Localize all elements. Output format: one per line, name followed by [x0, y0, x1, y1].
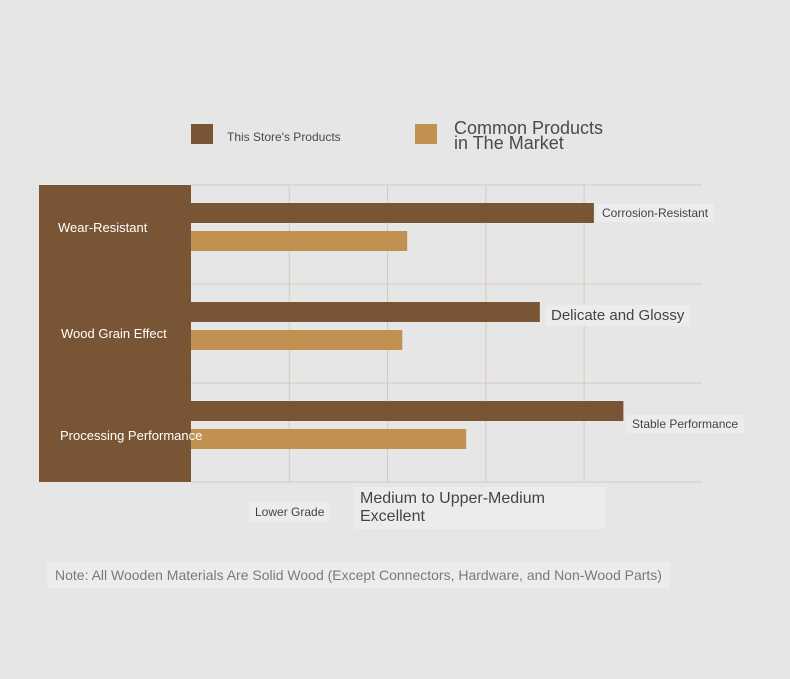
bar-store — [191, 203, 594, 223]
bar-store — [191, 401, 624, 421]
category-label-wood-grain-effect: Wood Grain Effect — [61, 326, 167, 341]
x-axis-label-medium-excellent: Medium to Upper-Medium Excellent — [354, 487, 605, 529]
value-label-processing-performance: Stable Performance — [626, 415, 745, 433]
category-label-processing-performance: Processing Performance — [60, 428, 203, 443]
legend-label-common: Common Products in The Market — [454, 118, 604, 153]
footnote: Note: All Wooden Materials Are Solid Woo… — [47, 562, 670, 588]
category-label-wear-resistant: Wear-Resistant — [58, 220, 148, 235]
legend-swatch-common — [415, 124, 437, 144]
bar-common — [191, 429, 467, 449]
legend-swatch-store — [191, 124, 213, 144]
legend-label-store: This Store's Products — [227, 130, 341, 144]
bar-common — [191, 231, 408, 251]
x-axis-label-lower-grade: Lower Grade — [249, 502, 331, 522]
bar-common — [191, 330, 403, 350]
category-panel: Wear-Resistant Wood Grain Effect Process… — [39, 185, 202, 482]
bar-store — [191, 302, 540, 322]
value-label-wear-resistant: Corrosion-Resistant — [596, 204, 715, 222]
value-label-wood-grain-effect: Delicate and Glossy — [545, 305, 691, 326]
bars — [191, 203, 624, 449]
